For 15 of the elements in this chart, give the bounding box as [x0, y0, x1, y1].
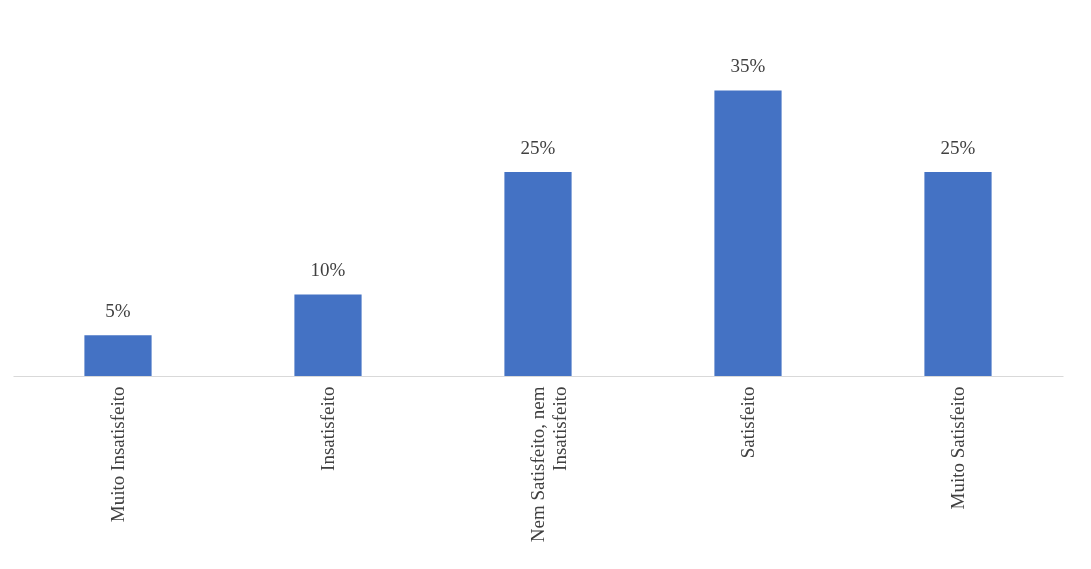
data-label: 25% [940, 137, 976, 159]
x-tick-label: Satisfeito [737, 386, 758, 459]
bar [924, 172, 992, 376]
bar [714, 90, 782, 376]
bar [504, 172, 572, 376]
x-tick-label: Nem Satisfeito, nem Insatisfeito [527, 386, 570, 543]
x-tick-label: Insatisfeito [317, 386, 338, 471]
bar [294, 294, 362, 376]
bar [84, 335, 152, 376]
data-label: 25% [520, 137, 556, 159]
data-label: 5% [105, 300, 131, 322]
data-label: 10% [310, 259, 346, 281]
x-tick-label: Muito Satisfeito [947, 386, 968, 510]
x-tick-label: Muito Insatisfeito [107, 386, 128, 523]
data-label: 35% [730, 55, 766, 77]
